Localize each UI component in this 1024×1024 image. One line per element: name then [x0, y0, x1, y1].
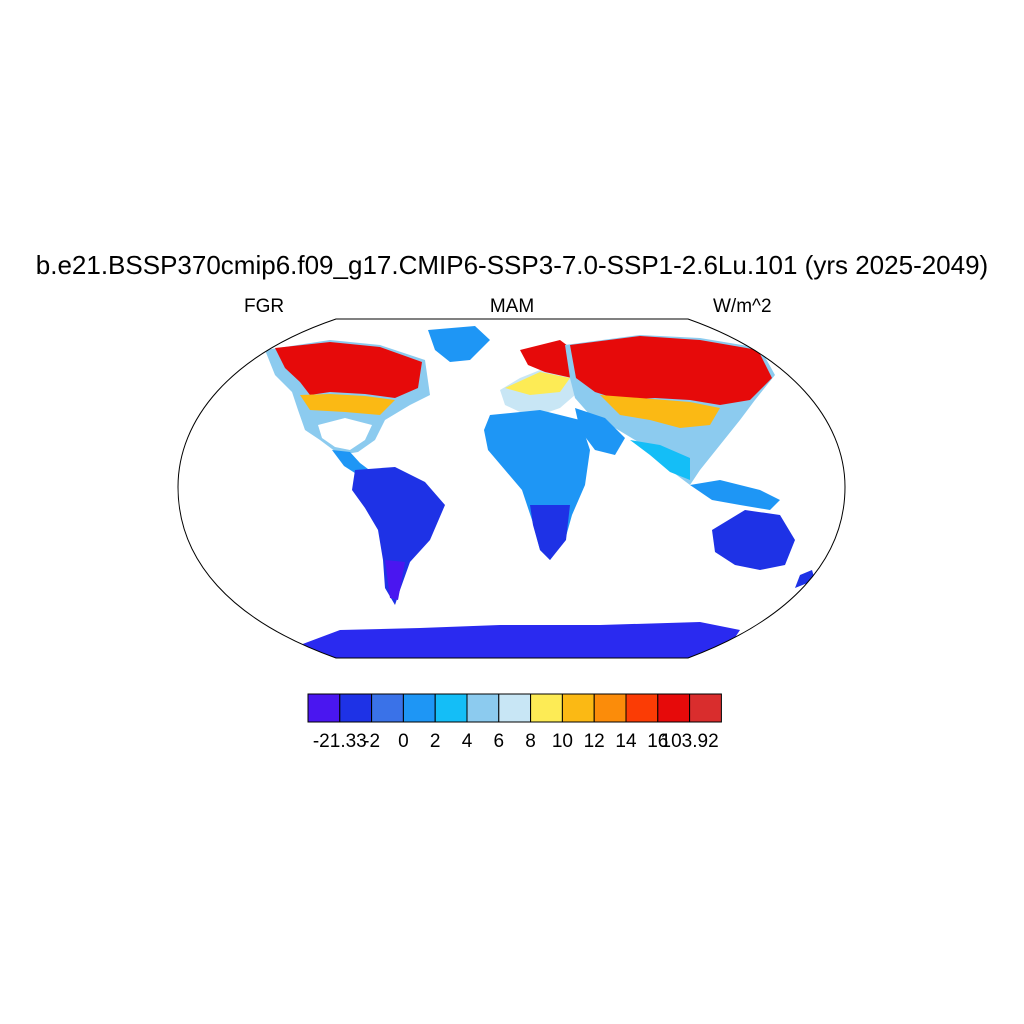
north-america-band [300, 394, 395, 415]
colorbar-label: 12 [583, 731, 605, 752]
colorbar-swatch [371, 693, 404, 723]
south-america-land [352, 467, 445, 605]
colorbar-swatch [561, 693, 595, 723]
variable-label: FGR [244, 296, 285, 317]
asia-north-warm [570, 336, 772, 405]
colorbar-label: 4 [461, 731, 473, 752]
antarctica-land [300, 622, 740, 658]
colorbar-swatch [402, 693, 436, 723]
colorbar-swatch [689, 693, 722, 723]
north-america-south [318, 418, 372, 450]
colorbar-label: -2 [363, 731, 381, 752]
europe-band [505, 372, 570, 395]
colorbar-label: 2 [429, 731, 441, 752]
season-label: MAM [489, 296, 535, 317]
units-label: W/m^2 [713, 296, 772, 317]
colorbar [307, 693, 722, 723]
colorbar-swatch [625, 693, 659, 723]
colorbar-swatch [339, 693, 373, 723]
colorbar-swatch [466, 693, 500, 723]
map-frame [177, 318, 846, 659]
colorbar-label: 6 [493, 731, 505, 752]
maritime-se-asia-land [690, 480, 780, 510]
arabia-land [575, 408, 625, 455]
colorbar-swatch [434, 693, 468, 723]
colorbar-label: 16 [647, 731, 669, 752]
colorbar-label: -21.33 [312, 731, 367, 752]
map-land-layer [265, 326, 815, 658]
north-america-warm-zone [275, 342, 422, 398]
colorbar-label: 0 [398, 731, 409, 752]
colorbar-swatch [307, 693, 341, 723]
colorbar-swatch [657, 693, 691, 723]
africa-south [530, 505, 570, 560]
asia-central-band [600, 395, 720, 428]
plot-title: b.e21.BSSP370cmip6.f09_g17.CMIP6-SSP3-7.… [35, 250, 989, 280]
south-america-tip [385, 560, 405, 600]
greenland-land [428, 326, 490, 362]
colorbar-label: 10 [551, 731, 573, 752]
europe-north [520, 340, 580, 378]
colorbar-swatch [593, 693, 627, 723]
colorbar-swatch [498, 693, 532, 723]
colorbar-swatch [530, 693, 563, 723]
asia-south [630, 440, 690, 480]
colorbar-label: 103.92 [660, 731, 719, 752]
colorbar-label: 14 [615, 731, 637, 752]
colorbar-label: 8 [525, 731, 536, 752]
australia-land [712, 510, 795, 570]
new-zealand-land [795, 570, 815, 588]
